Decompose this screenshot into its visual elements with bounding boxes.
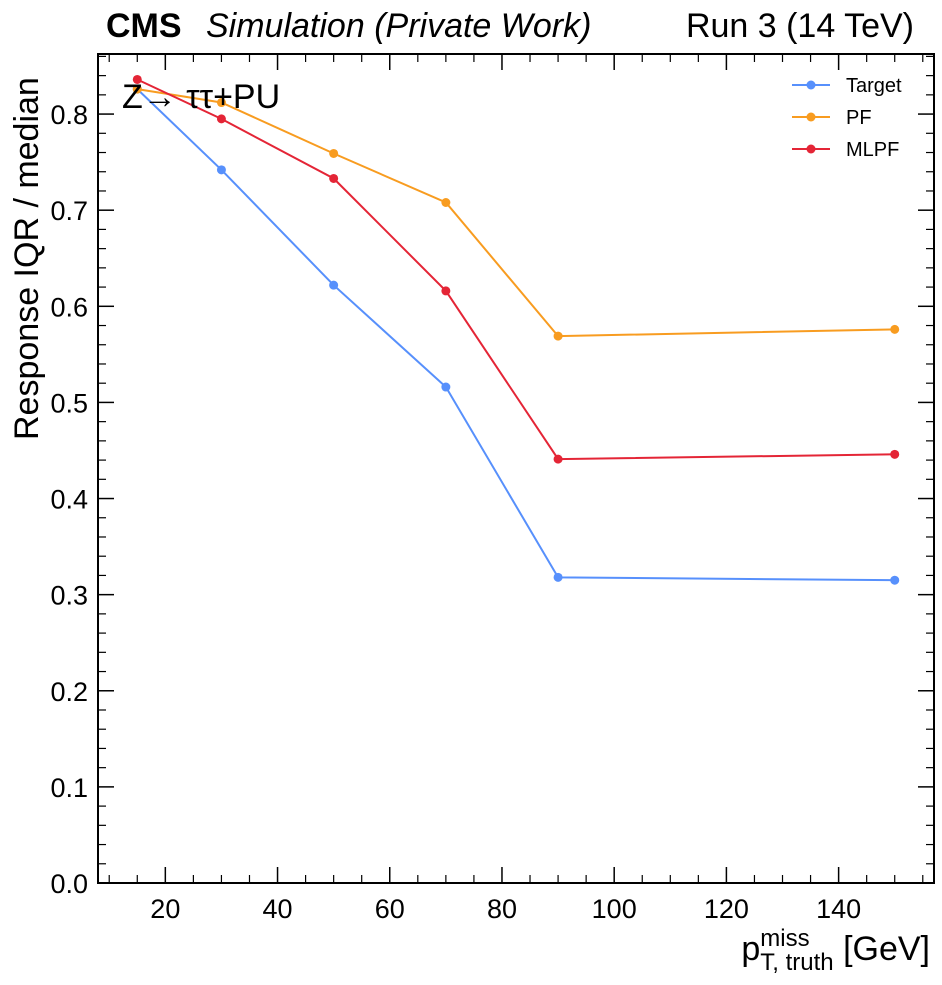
x-tick-label: 140 [816, 894, 861, 924]
x-tick-label: 100 [592, 894, 637, 924]
data-point-pf [553, 331, 563, 341]
data-point-pf [329, 148, 339, 158]
axis-ticks: 20 40 60 80 100 120 140 0.0 0.1 0.2 0.3 0.4 0.5 0.6 0.… [50, 54, 934, 924]
plot-frame [97, 53, 935, 884]
run-label: Run 3 (14 TeV) [686, 7, 914, 45]
data-point-target [890, 575, 900, 585]
experiment-label: CMS [106, 7, 182, 45]
data-point-pf [132, 84, 142, 94]
legend-label-target: Target [846, 75, 902, 97]
x-tick-label: 60 [375, 894, 405, 924]
y-tick-label: 0.4 [50, 485, 88, 515]
legend-marker-pf [806, 112, 816, 122]
process-label: Z→ ττ+PU [122, 78, 280, 116]
data-point-pf [890, 324, 900, 334]
data-point-pf [216, 98, 226, 108]
data-point-target [553, 572, 563, 582]
x-axis-label-unit: [GeV] [834, 930, 930, 968]
data-point-target [216, 165, 226, 175]
status-label: Simulation (Private Work) [206, 7, 591, 45]
legend-marker-mlpf [806, 144, 816, 154]
data-point-mlpf [216, 114, 226, 124]
data-point-mlpf [329, 173, 339, 183]
x-axis-label-sub: T, truth [760, 949, 833, 976]
series-line-target [136, 88, 895, 582]
data-point-target [329, 280, 339, 290]
legend-marker-target [806, 80, 816, 90]
y-tick-label: 0.8 [50, 100, 88, 130]
data-point-pf [441, 197, 451, 207]
x-tick-label: 120 [704, 894, 749, 924]
series-layer [132, 74, 900, 585]
data-point-mlpf [553, 454, 563, 464]
data-point-target [441, 382, 451, 392]
data-point-mlpf [132, 74, 142, 84]
y-tick-label: 0.7 [50, 196, 88, 226]
legend-label-pf: PF [846, 107, 872, 129]
y-tick-label: 0.5 [50, 388, 88, 418]
legend: Target PF MLPF [792, 75, 902, 161]
y-tick-label: 0.3 [50, 581, 88, 611]
y-tick-label: 0.1 [50, 773, 88, 803]
y-axis-label: Response IQR / median [8, 77, 46, 440]
x-tick-label: 40 [263, 894, 293, 924]
y-tick-label: 0.2 [50, 677, 88, 707]
x-axis-label-base: p [741, 930, 760, 968]
x-tick-label: 20 [150, 894, 180, 924]
x-axis-label-sup: miss [760, 925, 809, 952]
series-line-pf [137, 88, 895, 338]
y-tick-label: 0.0 [50, 869, 88, 899]
x-axis-label: pmiss T, truth [GeV] [741, 925, 930, 976]
x-tick-label: 80 [487, 894, 517, 924]
y-tick-label: 0.6 [50, 292, 88, 322]
legend-label-mlpf: MLPF [846, 139, 899, 161]
data-point-mlpf [890, 449, 900, 459]
data-point-mlpf [441, 286, 451, 296]
series-line-mlpf [136, 78, 895, 461]
